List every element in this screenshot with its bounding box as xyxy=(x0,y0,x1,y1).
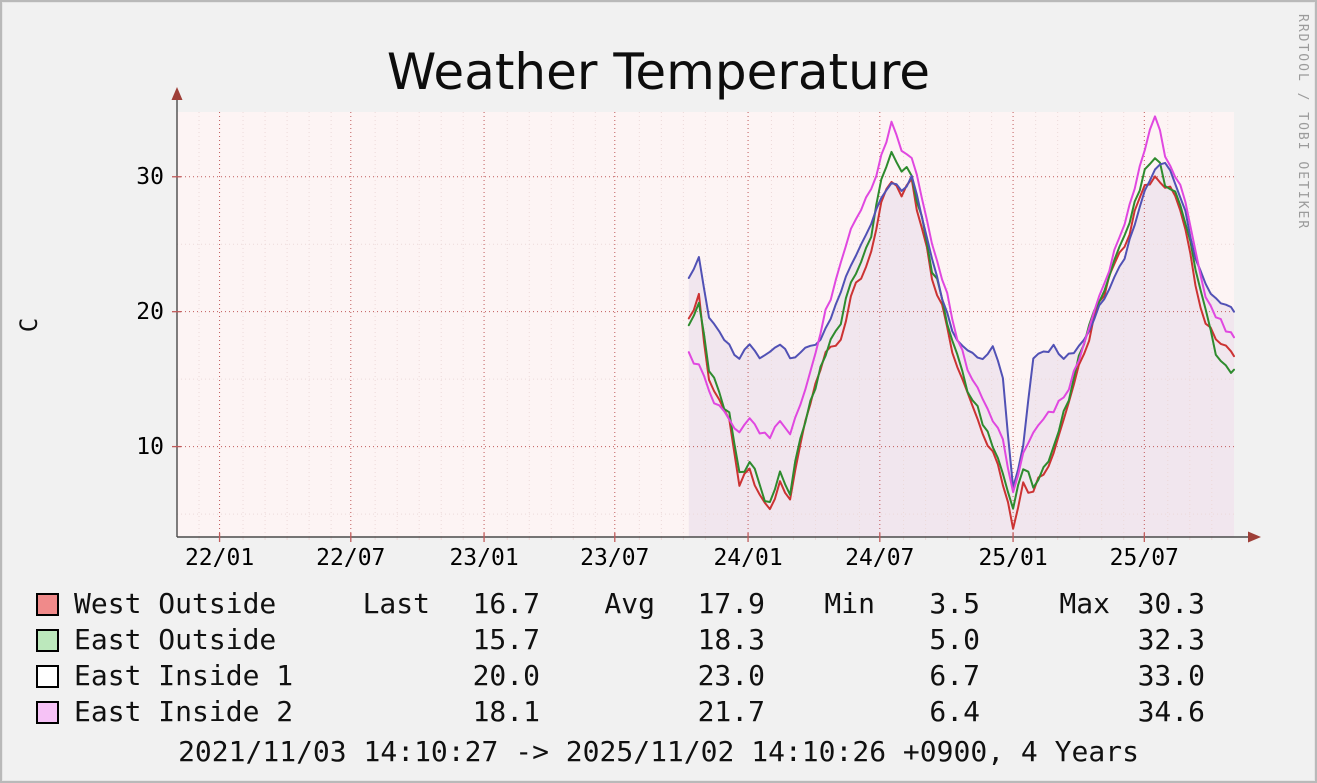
stat-header-avg: Avg xyxy=(604,587,655,620)
stat-header-min: Min xyxy=(824,587,875,620)
stat-max: 34.6 xyxy=(1137,695,1205,728)
legend-swatch-cell xyxy=(32,700,70,724)
stat-last: 20.0 xyxy=(472,659,540,692)
stat-max: 32.3 xyxy=(1137,623,1205,656)
x-tick-label: 23/07 xyxy=(580,545,650,571)
stat-max: 33.0 xyxy=(1137,659,1205,692)
legend: West Outside Last 16.7 Avg 17.9 Min 3.5 … xyxy=(32,586,1205,730)
x-tick-label: 24/01 xyxy=(713,545,783,571)
time-range-footer: 2021/11/03 14:10:27 -> 2025/11/02 14:10:… xyxy=(178,735,1139,768)
stat-last: 15.7 xyxy=(472,623,540,656)
series-name: East Inside 2 xyxy=(74,695,294,728)
series-name: East Outside xyxy=(74,623,277,656)
watermark-text: RRDTOOL / TOBI OETIKER xyxy=(1295,14,1310,231)
stat-avg: 18.3 xyxy=(697,623,765,656)
y-tick-label: 30 xyxy=(136,163,164,190)
legend-swatch-cell xyxy=(32,628,70,652)
stat-avg: 21.7 xyxy=(697,695,765,728)
y-axis-label: C xyxy=(15,317,43,333)
legend-swatch xyxy=(36,592,59,616)
stat-last: 18.1 xyxy=(472,695,540,728)
legend-swatch xyxy=(36,664,59,688)
stat-header-max: Max xyxy=(1059,587,1110,620)
x-tick-label: 22/07 xyxy=(316,545,386,571)
legend-swatch-cell xyxy=(32,592,70,616)
legend-swatch xyxy=(36,700,59,724)
x-tick-label: 25/01 xyxy=(978,545,1048,571)
stat-min: 6.7 xyxy=(929,659,980,692)
stat-avg: 17.9 xyxy=(697,587,765,620)
temperature-plot xyxy=(171,87,1261,543)
stat-header-last: Last xyxy=(362,587,430,620)
stat-min: 5.0 xyxy=(929,623,980,656)
x-tick-label: 22/01 xyxy=(184,545,255,571)
x-tick-label: 25/07 xyxy=(1109,545,1179,571)
series-name: West Outside xyxy=(74,587,277,620)
stat-min: 3.5 xyxy=(929,587,980,620)
y-tick-label: 10 xyxy=(136,433,164,460)
chart-title: Weather Temperature xyxy=(386,43,931,101)
legend-swatch-cell xyxy=(32,664,70,688)
stat-avg: 23.0 xyxy=(697,659,765,692)
series-name: East Inside 1 xyxy=(74,659,294,692)
x-tick-label: 24/07 xyxy=(845,545,915,571)
y-tick-label: 20 xyxy=(136,298,164,325)
stat-min: 6.4 xyxy=(929,695,980,728)
stat-max: 30.3 xyxy=(1137,587,1205,620)
legend-swatch xyxy=(36,628,59,652)
x-tick-label: 23/01 xyxy=(449,545,519,571)
stat-last: 16.7 xyxy=(472,587,540,620)
